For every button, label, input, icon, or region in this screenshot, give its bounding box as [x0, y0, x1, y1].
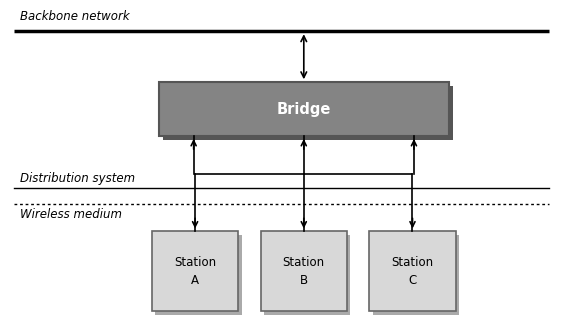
Bar: [373, 235, 459, 315]
Text: Distribution system: Distribution system: [20, 172, 135, 185]
Text: Station
C: Station C: [391, 255, 434, 287]
Text: Station
B: Station B: [283, 255, 325, 287]
Bar: [159, 82, 449, 136]
Bar: [369, 231, 455, 311]
Text: Backbone network: Backbone network: [20, 10, 129, 23]
Bar: [264, 235, 350, 315]
Bar: [155, 235, 242, 315]
Bar: [163, 86, 453, 140]
Text: Station
A: Station A: [174, 255, 216, 287]
Text: Wireless medium: Wireless medium: [20, 208, 122, 221]
Text: Bridge: Bridge: [276, 102, 331, 117]
Bar: [261, 231, 347, 311]
Bar: [152, 231, 238, 311]
